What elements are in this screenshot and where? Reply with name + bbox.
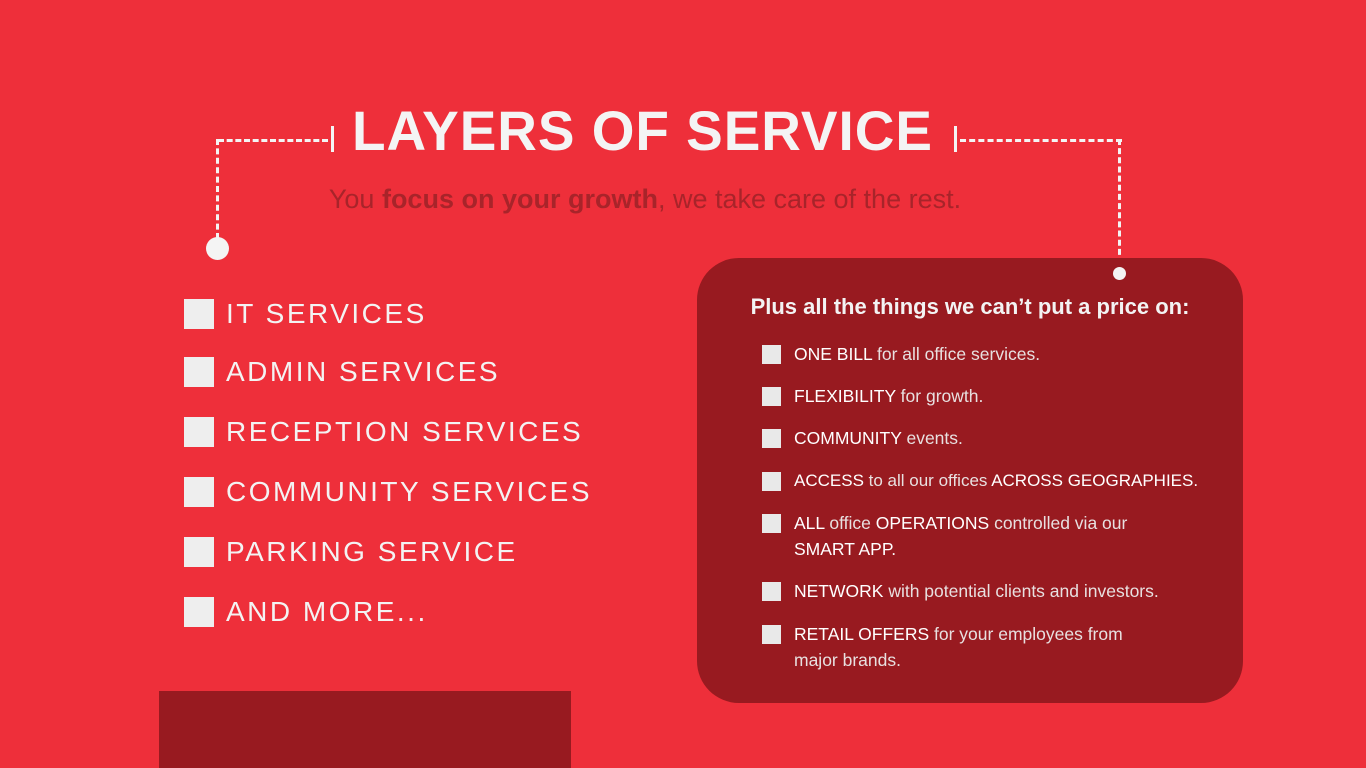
square-bullet-icon	[762, 514, 781, 533]
connector-tick-left	[331, 126, 334, 152]
service-label: COMMUNITY SERVICES	[226, 476, 593, 507]
service-label: IT SERVICES	[226, 298, 427, 329]
service-label: ADMIN SERVICES	[226, 356, 501, 387]
square-bullet-icon	[762, 625, 781, 644]
square-bullet-icon	[184, 597, 214, 627]
connector-line-right-vertical	[1118, 139, 1121, 264]
perk-item: ALL office OPERATIONS controlled via our…	[762, 510, 1162, 562]
service-item: IT SERVICES	[184, 298, 427, 330]
perk-text: for all office services.	[872, 344, 1041, 364]
perk-keyword: ALL	[794, 513, 825, 533]
perk-text: controlled via our	[989, 513, 1128, 533]
page-title: LAYERS OF SERVICE	[352, 99, 933, 162]
connector-line-left-vertical	[216, 139, 219, 239]
square-bullet-icon	[184, 299, 214, 329]
perk-text: with potential clients and investors.	[883, 581, 1159, 601]
perk-item: FLEXIBILITY for growth.	[762, 383, 1222, 409]
perk-text: for growth.	[895, 386, 984, 406]
perk-keyword: NETWORK	[794, 581, 884, 601]
connector-dot-left	[206, 237, 229, 260]
perk-keyword: SMART APP.	[794, 539, 897, 559]
service-item: RECEPTION SERVICES	[184, 416, 583, 448]
connector-dot-right	[1113, 267, 1126, 280]
subtitle: You focus on your growth, we take care o…	[250, 184, 1040, 215]
footer-block	[159, 691, 571, 768]
subtitle-emphasis: focus on your growth	[381, 184, 658, 214]
perk-item: COMMUNITY events.	[762, 425, 1222, 451]
perks-heading: Plus all the things we can’t put a price…	[750, 294, 1190, 319]
perk-item: ONE BILL for all office services.	[762, 341, 1222, 367]
square-bullet-icon	[762, 472, 781, 491]
square-bullet-icon	[184, 477, 214, 507]
perk-item: ACCESS to all our offices ACROSS GEOGRAP…	[762, 468, 1232, 494]
square-bullet-icon	[762, 582, 781, 601]
service-item: ADMIN SERVICES	[184, 356, 500, 388]
perk-keyword: COMMUNITY	[794, 428, 902, 448]
perk-keyword: RETAIL OFFERS	[794, 624, 930, 644]
service-item: AND MORE...	[184, 596, 428, 628]
connector-tick-right	[954, 126, 957, 152]
perk-keyword: FLEXIBILITY	[794, 386, 896, 406]
perks-panel: Plus all the things we can’t put a price…	[697, 258, 1243, 703]
service-label: RECEPTION SERVICES	[226, 416, 584, 447]
perk-keyword: ACROSS GEOGRAPHIES.	[991, 471, 1199, 490]
connector-line-right	[960, 139, 1122, 142]
square-bullet-icon	[762, 429, 781, 448]
perk-text: to all our offices	[863, 471, 992, 490]
square-bullet-icon	[184, 357, 214, 387]
perk-keyword: OPERATIONS	[875, 513, 990, 533]
perk-text: events.	[901, 428, 963, 448]
subtitle-pre: You	[328, 184, 382, 214]
square-bullet-icon	[184, 417, 214, 447]
perk-text: for your employees from major brands.	[794, 624, 1123, 670]
service-label: AND MORE...	[226, 596, 428, 627]
perk-keyword: ONE BILL	[794, 344, 873, 364]
service-label: PARKING SERVICE	[226, 536, 518, 567]
perk-keyword: ACCESS	[794, 471, 864, 490]
perk-item: NETWORK with potential clients and inves…	[762, 578, 1222, 604]
service-item: COMMUNITY SERVICES	[184, 476, 592, 508]
subtitle-post: , we take care of the rest.	[657, 184, 962, 214]
square-bullet-icon	[762, 387, 781, 406]
square-bullet-icon	[184, 537, 214, 567]
service-item: PARKING SERVICE	[184, 536, 518, 568]
perk-item: RETAIL OFFERS for your employees from ma…	[762, 621, 1152, 673]
connector-line-left	[218, 139, 328, 142]
perk-text: office	[824, 513, 876, 533]
square-bullet-icon	[762, 345, 781, 364]
